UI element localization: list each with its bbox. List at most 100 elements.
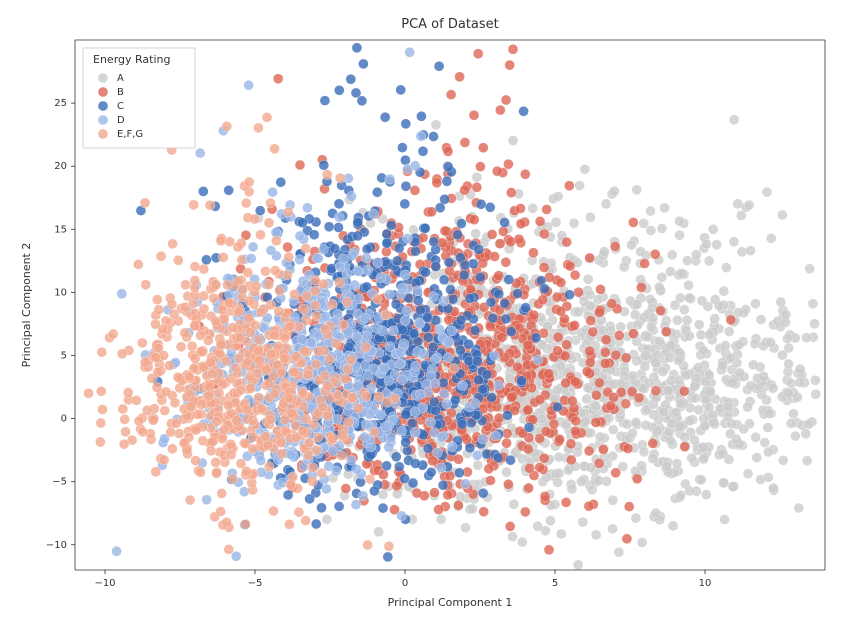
scatter-point bbox=[346, 74, 356, 84]
scatter-point bbox=[383, 552, 393, 562]
scatter-point bbox=[684, 331, 694, 341]
scatter-point bbox=[520, 169, 530, 179]
scatter-point bbox=[627, 428, 637, 438]
scatter-point bbox=[478, 488, 488, 498]
scatter-point bbox=[567, 396, 577, 406]
scatter-point bbox=[206, 358, 216, 368]
scatter-point bbox=[614, 547, 624, 557]
scatter-point bbox=[571, 416, 581, 426]
scatter-point bbox=[391, 452, 401, 462]
scatter-point bbox=[553, 346, 563, 356]
scatter-point bbox=[750, 299, 760, 309]
scatter-point bbox=[724, 327, 734, 337]
scatter-point bbox=[140, 357, 150, 367]
scatter-point bbox=[802, 456, 812, 466]
scatter-point bbox=[223, 400, 233, 410]
scatter-point bbox=[584, 501, 594, 511]
x-tick-label: −5 bbox=[248, 578, 263, 589]
scatter-point bbox=[657, 272, 667, 282]
scatter-point bbox=[196, 330, 206, 340]
scatter-point bbox=[217, 488, 227, 498]
scatter-point bbox=[794, 503, 804, 513]
scatter-point bbox=[622, 419, 632, 429]
scatter-point bbox=[488, 313, 498, 323]
scatter-point bbox=[327, 299, 337, 309]
scatter-point bbox=[346, 355, 356, 365]
scatter-point bbox=[382, 238, 392, 248]
scatter-point bbox=[726, 353, 736, 363]
scatter-point bbox=[266, 198, 276, 208]
scatter-point bbox=[429, 132, 439, 142]
scatter-point bbox=[491, 431, 501, 441]
y-tick-label: 0 bbox=[61, 414, 67, 425]
scatter-point bbox=[556, 278, 566, 288]
scatter-point bbox=[677, 268, 687, 278]
scatter-point bbox=[757, 390, 767, 400]
scatter-point bbox=[528, 203, 538, 213]
chart-title: PCA of Dataset bbox=[401, 17, 499, 32]
scatter-point bbox=[628, 329, 638, 339]
scatter-point bbox=[474, 244, 484, 254]
scatter-point bbox=[395, 359, 405, 369]
scatter-point bbox=[381, 310, 391, 320]
scatter-point bbox=[295, 160, 305, 170]
scatter-point bbox=[164, 361, 174, 371]
scatter-point bbox=[811, 389, 821, 399]
scatter-point bbox=[310, 300, 320, 310]
scatter-point bbox=[525, 463, 535, 473]
scatter-point bbox=[403, 233, 413, 243]
scatter-point bbox=[379, 363, 389, 373]
scatter-point bbox=[189, 200, 199, 210]
scatter-point bbox=[493, 453, 503, 463]
scatter-point bbox=[498, 226, 508, 236]
scatter-point bbox=[601, 199, 611, 209]
scatter-point bbox=[270, 144, 280, 154]
scatter-point bbox=[405, 47, 415, 57]
scatter-point bbox=[321, 311, 331, 321]
scatter-point bbox=[503, 479, 513, 489]
scatter-point bbox=[207, 369, 217, 379]
scatter-point bbox=[369, 486, 379, 496]
scatter-point bbox=[334, 212, 344, 222]
scatter-point bbox=[521, 303, 531, 313]
scatter-point bbox=[226, 439, 236, 449]
scatter-point bbox=[333, 390, 343, 400]
scatter-point bbox=[762, 187, 772, 197]
scatter-point bbox=[270, 266, 280, 276]
scatter-point bbox=[720, 515, 730, 525]
scatter-point bbox=[553, 332, 563, 342]
scatter-point bbox=[400, 316, 410, 326]
scatter-point bbox=[397, 511, 407, 521]
scatter-point bbox=[505, 60, 515, 70]
scatter-point bbox=[408, 478, 418, 488]
scatter-point bbox=[160, 406, 170, 416]
scatter-point bbox=[280, 353, 290, 363]
scatter-point bbox=[523, 405, 533, 415]
scatter-point bbox=[455, 492, 465, 502]
scatter-point bbox=[574, 307, 584, 317]
scatter-point bbox=[611, 468, 621, 478]
scatter-point bbox=[570, 270, 580, 280]
scatter-point bbox=[261, 432, 271, 442]
scatter-point bbox=[728, 482, 738, 492]
scatter-point bbox=[266, 245, 276, 255]
scatter-point bbox=[224, 544, 234, 554]
scatter-point bbox=[784, 343, 794, 353]
scatter-point bbox=[269, 330, 279, 340]
scatter-point bbox=[810, 319, 820, 329]
scatter-point bbox=[167, 444, 177, 454]
scatter-point bbox=[153, 367, 163, 377]
scatter-point bbox=[497, 332, 507, 342]
scatter-point bbox=[570, 377, 580, 387]
scatter-point bbox=[199, 264, 209, 274]
legend-marker bbox=[98, 129, 108, 139]
scatter-point bbox=[176, 342, 186, 352]
scatter-point bbox=[763, 447, 773, 457]
scatter-point bbox=[216, 507, 226, 517]
legend-marker bbox=[98, 101, 108, 111]
scatter-point bbox=[455, 72, 465, 82]
scatter-point bbox=[199, 304, 209, 314]
scatter-point bbox=[154, 305, 164, 315]
scatter-point bbox=[330, 244, 340, 254]
scatter-point bbox=[212, 417, 222, 427]
